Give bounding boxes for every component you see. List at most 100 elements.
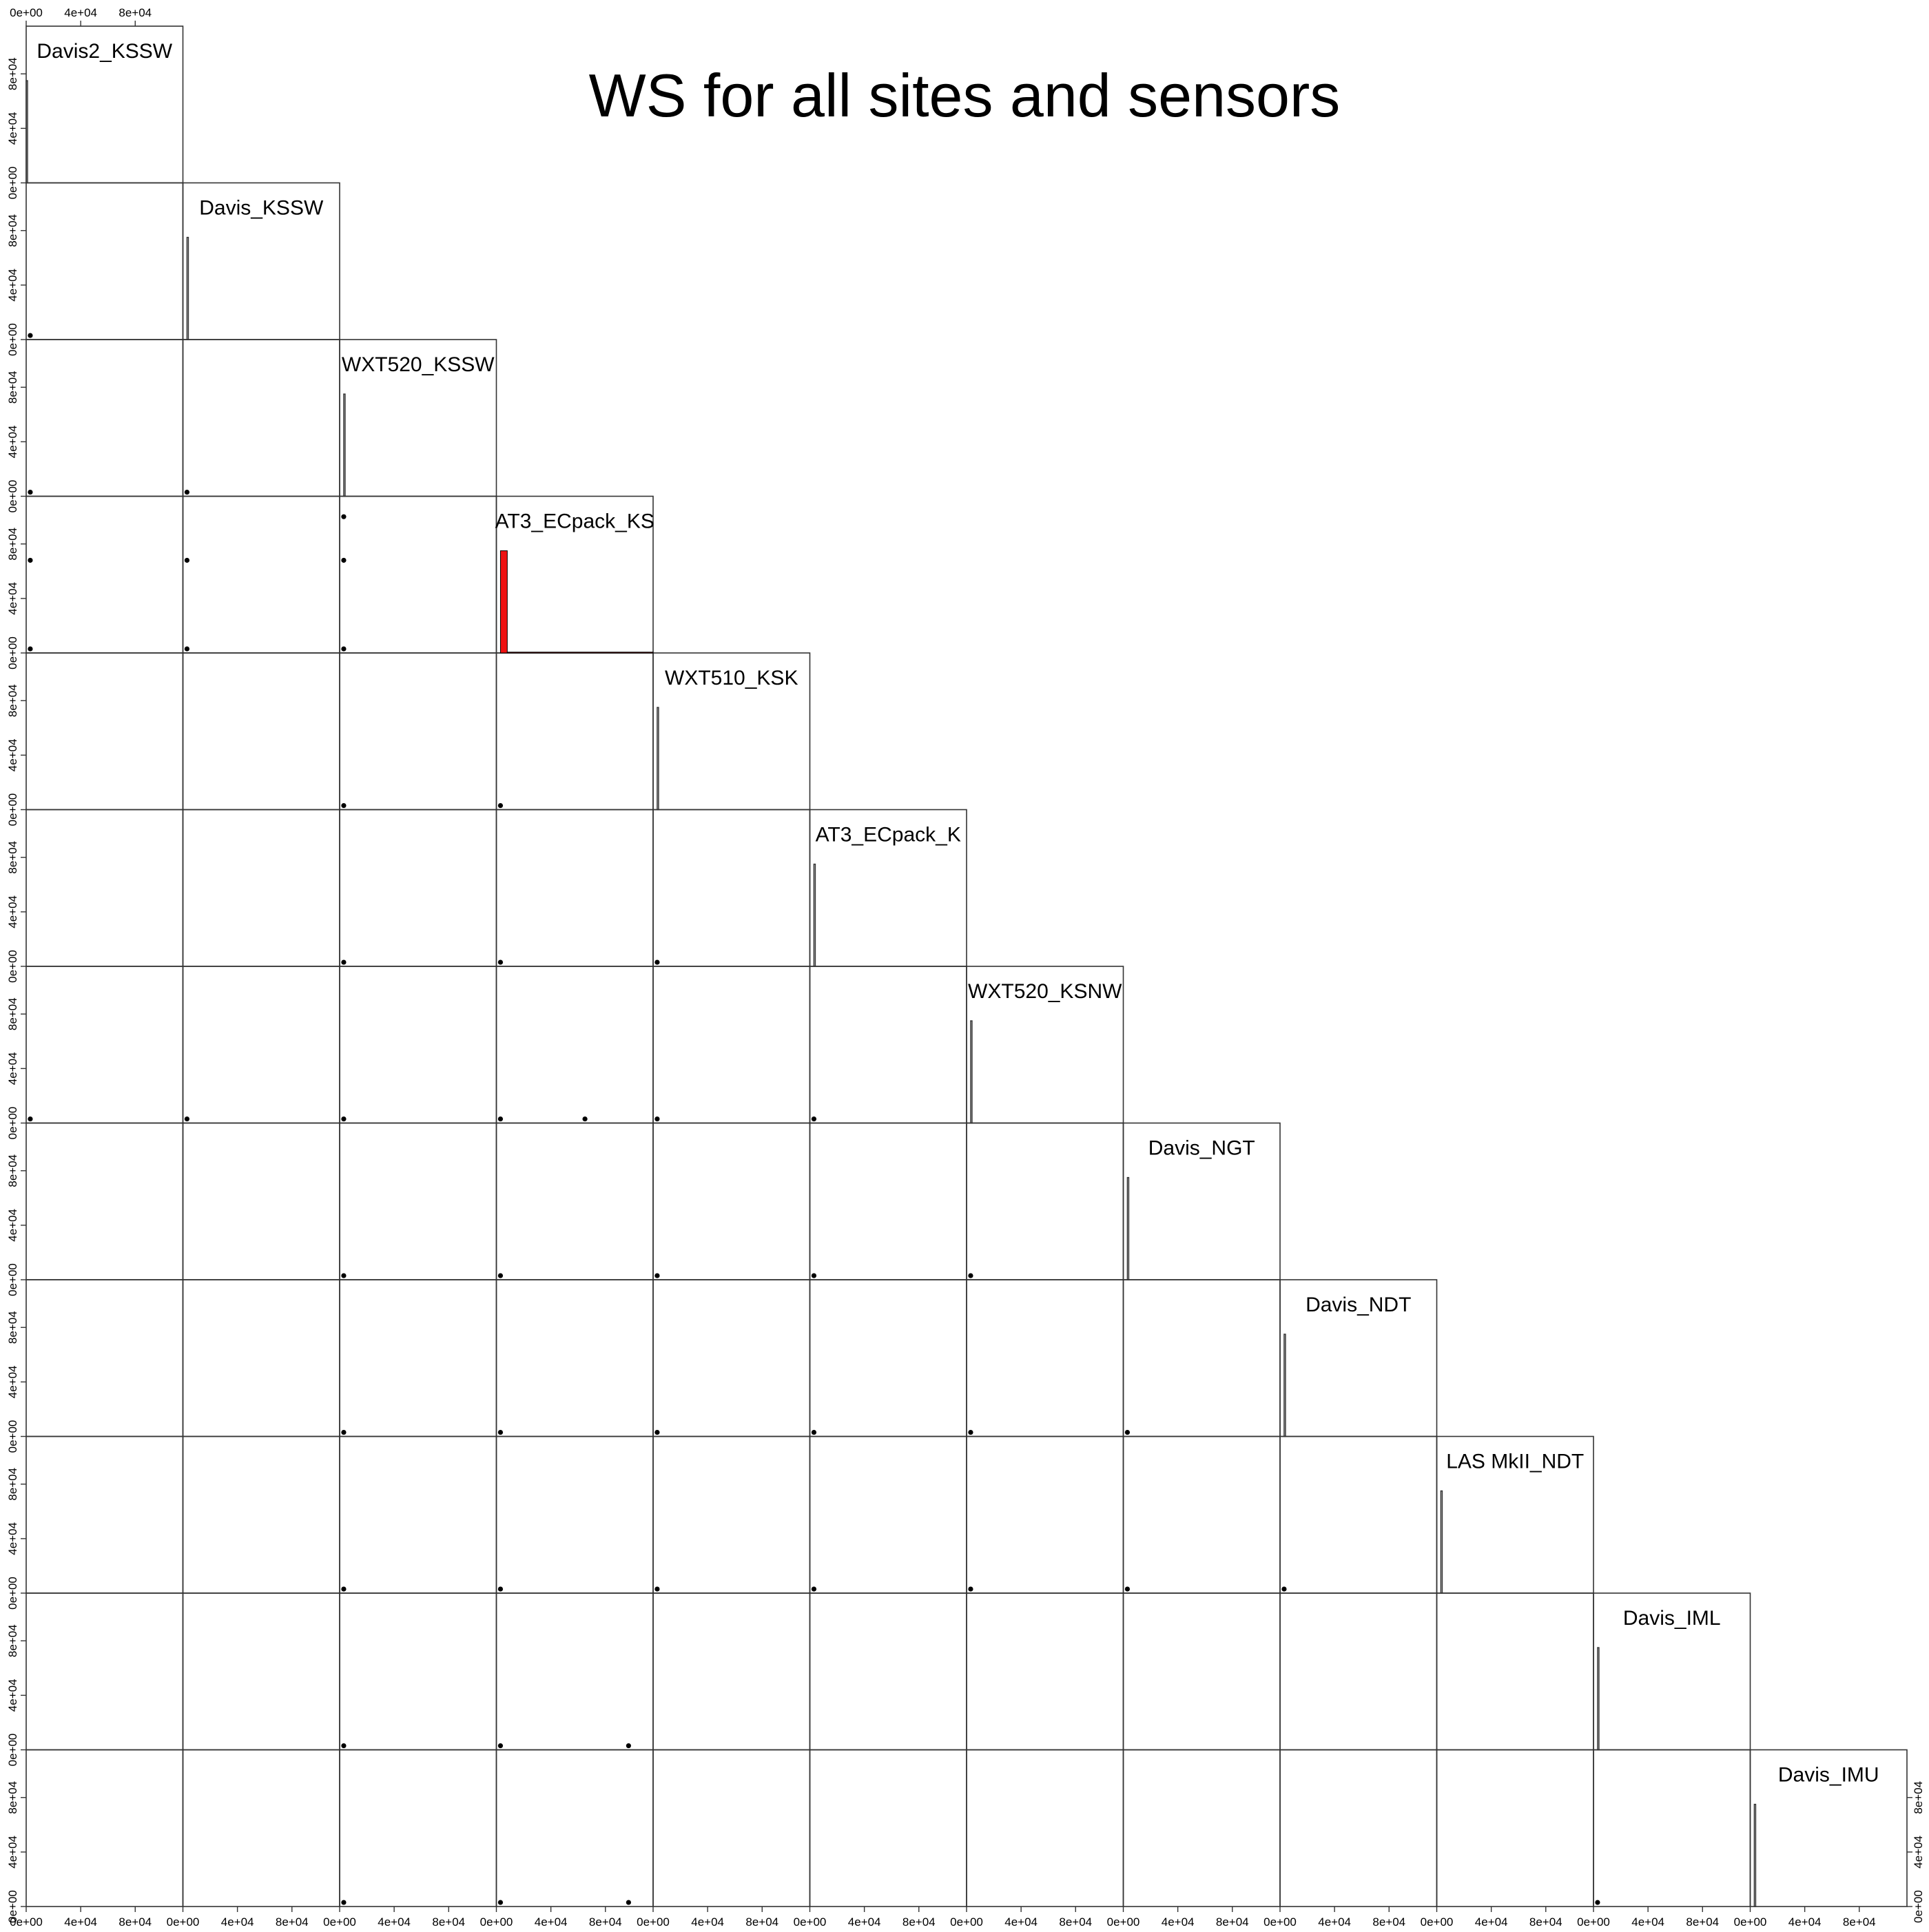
histogram-bar-10-0 (1597, 1647, 1600, 1751)
panel-6-3 (495, 966, 654, 1124)
left-tick-label-2-1: 4e+04 (6, 425, 19, 458)
scatter-point-9 (341, 514, 347, 519)
scatter-point-20 (654, 1116, 660, 1122)
scatter-point-46 (1595, 1900, 1600, 1905)
scatter-point-14 (654, 959, 660, 965)
scatter-point-24 (654, 1273, 660, 1278)
scatter-point-32 (1124, 1429, 1131, 1435)
panel-8-7 (1122, 1279, 1281, 1437)
scatter-point-7 (341, 646, 347, 652)
scatter-point-15 (28, 1116, 33, 1122)
bottom-tick-label-0-2: 8e+04 (118, 1915, 152, 1929)
left-tick-label-9-1: 4e+04 (6, 1522, 19, 1555)
scatter-point-30 (811, 1429, 817, 1435)
scatter-point-42 (626, 1743, 631, 1749)
left-tick-label-3-2: 8e+04 (6, 528, 19, 561)
panel-6-2 (339, 966, 497, 1124)
bottom-tick-label-7-1: 4e+04 (1162, 1915, 1195, 1929)
left-tick-label-0-2: 8e+04 (6, 57, 19, 90)
panel-10-3 (495, 1592, 654, 1751)
left-tick-label-8-1: 4e+04 (6, 1365, 19, 1398)
bottom-tick-label-7-2: 8e+04 (1216, 1915, 1249, 1929)
panel-9-2 (339, 1435, 497, 1594)
left-tick-label-7-1: 4e+04 (6, 1209, 19, 1242)
diagonal-label-3: AT3_ECpack_KS (495, 510, 654, 533)
right-tick-label-2: 8e+04 (1912, 1781, 1925, 1814)
bottom-tick-label-2-2: 8e+04 (432, 1915, 465, 1929)
bottom-tick-label-0-0: 0e+00 (10, 1915, 43, 1929)
left-tick-label-1-2: 8e+04 (6, 214, 19, 247)
scatter-point-16 (184, 1116, 190, 1122)
panel-6-1 (182, 966, 340, 1124)
scatter-point-8 (341, 557, 347, 563)
panel-11-8 (1279, 1749, 1438, 1907)
bottom-tick-label-3-1: 4e+04 (535, 1915, 568, 1929)
scatter-point-17 (341, 1116, 347, 1122)
panel-9-6 (966, 1435, 1124, 1594)
left-tick-label-3-0: 0e+00 (6, 636, 19, 669)
left-tick-label-4-1: 4e+04 (6, 738, 19, 771)
left-tick-label-2-2: 8e+04 (6, 371, 19, 404)
panel-3-2 (339, 495, 497, 654)
scatter-point-38 (1124, 1586, 1131, 1592)
bottom-tick-label-6-0: 0e+00 (950, 1915, 983, 1929)
left-tick-label-4-2: 8e+04 (6, 684, 19, 717)
scatter-point-1 (28, 489, 33, 495)
panel-8-2 (339, 1279, 497, 1437)
panel-7-5 (809, 1122, 967, 1280)
panel-10-5 (809, 1592, 967, 1751)
bottom-tick-label-9-1: 4e+04 (1475, 1915, 1508, 1929)
diagonal-label-9: LAS MkII_NDT (1446, 1451, 1584, 1473)
diagonal-label-2: WXT520_KSSW (342, 353, 495, 376)
scatter-point-6 (184, 557, 190, 563)
scatter-point-29 (654, 1429, 660, 1435)
diagonal-label-7: Davis_NGT (1148, 1137, 1255, 1160)
panel-9-3 (495, 1435, 654, 1594)
histogram-bar-0-0 (25, 80, 28, 184)
diagonal-label-1: Davis_KSSW (199, 197, 324, 220)
scatter-point-10 (341, 802, 347, 809)
left-tick-label-3-1: 4e+04 (6, 582, 19, 615)
panel-10-1 (182, 1592, 340, 1751)
left-tick-label-7-2: 8e+04 (6, 1154, 19, 1187)
top-tick-label-0: 0e+00 (10, 6, 43, 19)
scatter-point-31 (968, 1429, 973, 1435)
bottom-tick-label-7-0: 0e+00 (1107, 1915, 1140, 1929)
histogram-bar-7-0 (1126, 1176, 1130, 1280)
scatter-point-3 (28, 646, 33, 652)
panel-9-0 (25, 1435, 184, 1594)
left-tick-label-11-1: 4e+04 (6, 1836, 19, 1869)
panel-7-1 (182, 1122, 340, 1280)
panel-9-5 (809, 1435, 967, 1594)
left-tick-label-0-0: 0e+00 (6, 167, 19, 200)
scatter-point-5 (184, 646, 190, 652)
panel-11-11 (1749, 1749, 1908, 1907)
bottom-tick-label-4-1: 4e+04 (691, 1915, 724, 1929)
bottom-tick-label-10-2: 8e+04 (1686, 1915, 1719, 1929)
top-tick-label-2: 8e+04 (118, 6, 152, 19)
bottom-tick-label-3-0: 0e+00 (480, 1915, 513, 1929)
bottom-tick-label-4-0: 0e+00 (637, 1915, 670, 1929)
diagonal-label-10: Davis_IML (1623, 1607, 1721, 1630)
scatter-point-40 (341, 1743, 347, 1749)
panel-10-0 (25, 1592, 184, 1751)
panel-8-3 (495, 1279, 654, 1437)
panel-8-1 (182, 1279, 340, 1437)
panel-5-2 (339, 809, 497, 967)
bottom-tick-label-4-2: 8e+04 (745, 1915, 778, 1929)
histogram-bar-4-0 (657, 707, 659, 811)
left-tick-label-1-1: 4e+04 (6, 269, 19, 302)
panel-2-0 (25, 339, 184, 497)
bottom-tick-label-1-0: 0e+00 (167, 1915, 200, 1929)
scatter-point-39 (1281, 1586, 1287, 1592)
left-tick-label-9-2: 8e+04 (6, 1468, 19, 1501)
left-tick-label-6-2: 8e+04 (6, 997, 19, 1030)
scatter-point-22 (341, 1273, 347, 1278)
left-tick-label-5-1: 4e+04 (6, 895, 19, 928)
diagonal-label-6: WXT520_KSNW (968, 980, 1122, 1003)
left-tick-label-1-0: 0e+00 (6, 323, 19, 356)
scatter-point-44 (497, 1900, 504, 1905)
scatter-point-43 (341, 1900, 347, 1905)
left-tick-label-11-0: 0e+00 (6, 1890, 19, 1923)
